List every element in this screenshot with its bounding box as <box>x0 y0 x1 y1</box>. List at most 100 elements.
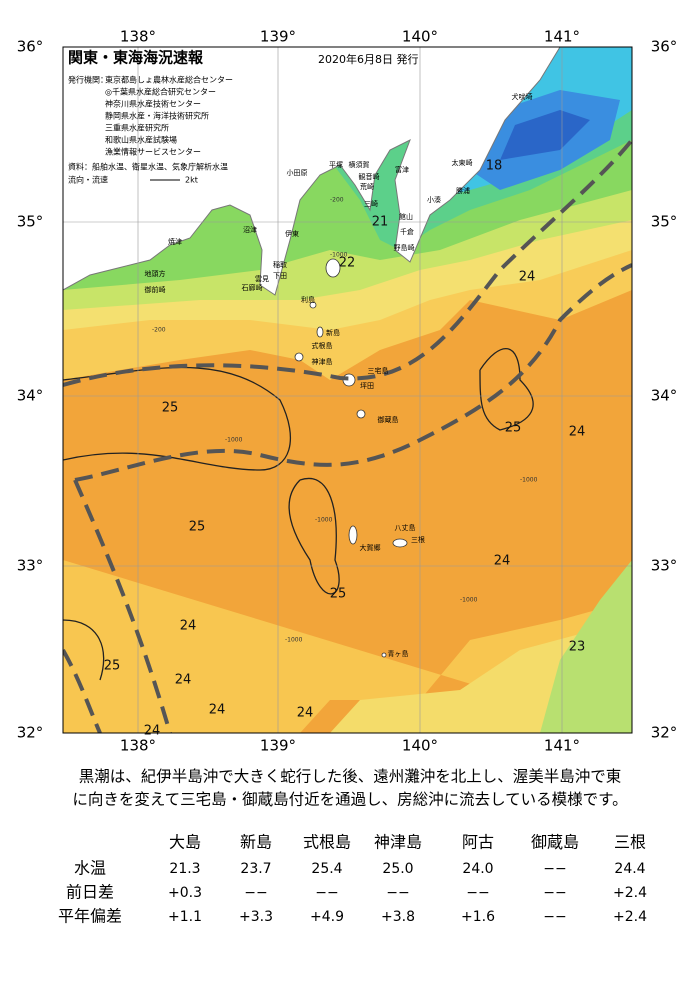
lon-label: 140° <box>402 737 438 755</box>
lon-label: 138° <box>120 28 156 46</box>
table-header: 大島 <box>169 833 201 852</box>
islands <box>294 258 408 658</box>
isotherm-label: 24 <box>144 724 161 739</box>
issuer-label: 発行機関： <box>68 75 108 85</box>
table-header: 三根 <box>614 833 646 852</box>
lon-label: 141° <box>544 737 580 755</box>
depth-label: -200 <box>330 197 344 204</box>
lat-label: 33° <box>17 557 44 575</box>
isotherm-label: 25 <box>505 421 522 436</box>
table-header: 新島 <box>240 833 272 852</box>
caption: に向きを変えて三宅島・御蔵島付近を通過し、房総沖に流去している模様です。 <box>72 791 627 809</box>
place-name: 勝浦 <box>456 186 470 195</box>
isotherm-label: 18 <box>486 159 503 174</box>
flow-label: 流向・流速 <box>68 175 108 185</box>
isotherm-label: 24 <box>297 706 314 721</box>
table-cell: +2.4 <box>613 885 647 901</box>
table-cell: +1.1 <box>168 909 202 925</box>
place-name: 館山 <box>399 212 413 221</box>
lon-label: 139° <box>260 737 296 755</box>
place-name: 式根島 <box>312 341 333 350</box>
table-cell: 25.4 <box>311 861 342 877</box>
place-name: 小湊 <box>427 195 441 204</box>
place-name: 雲見 <box>255 275 269 283</box>
table-cell: +0.3 <box>168 885 202 901</box>
table-cell: −− <box>543 885 566 901</box>
place-name: 太東崎 <box>452 158 473 167</box>
place-name: 千倉 <box>400 227 414 236</box>
table-cell: +3.3 <box>239 909 273 925</box>
lat-label: 34° <box>651 387 678 405</box>
place-name: 大賀郷 <box>360 543 381 552</box>
land <box>63 47 561 296</box>
table-cell: −− <box>543 861 566 877</box>
row-label: 前日差 <box>66 883 114 902</box>
place-name: 三崎 <box>364 199 378 208</box>
depth-label: -1000 <box>330 252 348 259</box>
isotherm-label: 24 <box>175 673 192 688</box>
lat-label: 36° <box>17 38 44 56</box>
place-name: 御前崎 <box>145 285 166 294</box>
caption: 黒潮は、紀伊半島沖で大きく蛇行した後、遠州灘沖を北上し、渥美半島沖で東 <box>79 768 622 786</box>
map-frame <box>62 46 633 734</box>
place-name: 下田 <box>273 272 287 280</box>
place-name: 稲取 <box>273 260 287 269</box>
place-name: 八丈島 <box>395 523 416 532</box>
table-cell: −− <box>543 909 566 925</box>
lat-label: 36° <box>651 38 678 56</box>
place-name: 青ヶ島 <box>388 649 409 658</box>
isotherm-label: 24 <box>209 703 226 718</box>
lon-label: 141° <box>544 28 580 46</box>
place-name: 焼津 <box>168 237 182 246</box>
issuer: 三重県水産研究所 <box>105 123 169 133</box>
issue-date: 2020年6月8日 発行 <box>318 52 419 66</box>
table-cell: −− <box>244 885 267 901</box>
table-cell: +1.6 <box>461 909 495 925</box>
place-name: 富津 <box>395 165 409 174</box>
table-cell: 24.0 <box>462 861 493 877</box>
place-name: 坪田 <box>360 382 374 390</box>
table-cell: 24.4 <box>614 861 645 877</box>
table-cell: −− <box>466 885 489 901</box>
row-label: 水温 <box>74 859 106 878</box>
place-name: 三根 <box>411 535 425 544</box>
depth-label: -200 <box>152 327 166 334</box>
issuer: ◎千葉県水産総合研究センター <box>105 87 216 97</box>
issuer: 静岡県水産・海洋技術研究所 <box>105 111 209 121</box>
table-header: 神津島 <box>374 833 422 852</box>
issuer: 東京都島しょ農林水産総合センター <box>105 75 233 85</box>
isotherm-label: 24 <box>569 425 586 440</box>
depth-label: -1000 <box>285 637 303 644</box>
lon-label: 138° <box>120 737 156 755</box>
isotherm-label: 21 <box>372 215 389 230</box>
table-cell: −− <box>386 885 409 901</box>
place-name: 沼津 <box>243 225 257 234</box>
place-name: 地頭方 <box>145 269 166 278</box>
place-name: 荒崎 <box>360 182 374 191</box>
place-name: 神津島 <box>312 357 333 366</box>
table-cell: +2.4 <box>613 909 647 925</box>
place-name: 横須賀 <box>349 160 370 169</box>
depth-label: -1000 <box>225 437 243 444</box>
table-cell: +3.8 <box>381 909 415 925</box>
place-name: 利島 <box>301 295 315 304</box>
place-name: 平塚 <box>329 160 343 169</box>
depth-label: -1000 <box>315 517 333 524</box>
row-label: 平年偏差 <box>58 907 122 926</box>
isotherm-label: 23 <box>569 640 586 655</box>
lat-label: 32° <box>17 724 44 742</box>
lon-label: 139° <box>260 28 296 46</box>
issuer: 漁業情報サービスセンター <box>105 147 201 157</box>
lat-label: 35° <box>17 213 44 231</box>
isotherm-label: 24 <box>519 270 536 285</box>
sea-zone <box>500 110 590 160</box>
isotherm-label: 24 <box>494 554 511 569</box>
place-name: 三宅島 <box>368 366 389 375</box>
depth-label: -1000 <box>520 477 538 484</box>
flow-unit: 2kt <box>185 176 198 185</box>
map <box>63 47 632 733</box>
place-name: 小田原 <box>287 168 308 177</box>
issuer: 神奈川県水産技術センター <box>105 99 201 109</box>
sea-zone <box>540 560 632 733</box>
